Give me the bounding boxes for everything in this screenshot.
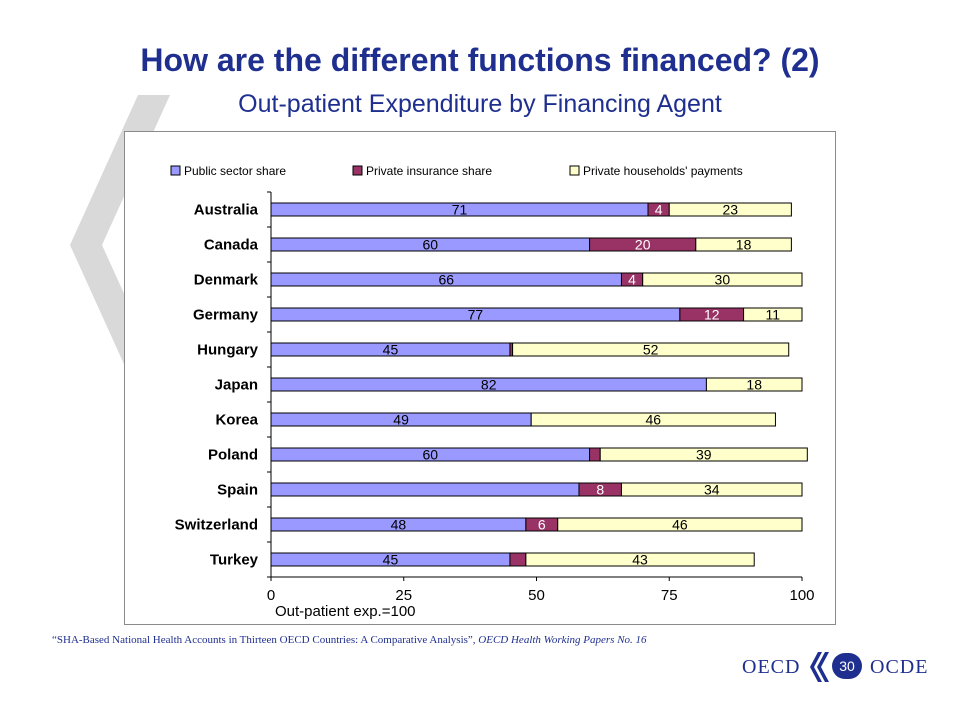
category-label: Hungary (197, 342, 259, 359)
category-label: Switzerland (175, 517, 258, 534)
category-label: Denmark (194, 272, 259, 289)
data-label: 52 (643, 342, 659, 358)
category-label: Korea (215, 412, 258, 429)
source-text: “SHA-Based National Health Accounts in T… (52, 634, 479, 646)
x-axis-label: Out-patient exp.=100 (275, 603, 416, 620)
data-label: 77 (468, 307, 484, 323)
data-label: 6 (538, 517, 546, 533)
bar-segment (705, 377, 803, 392)
bar-segment (512, 342, 790, 357)
data-label: 23 (723, 202, 739, 218)
data-label: 12 (704, 307, 720, 323)
data-label: 60 (423, 447, 439, 463)
legend-swatch (569, 165, 580, 176)
data-label: 18 (746, 377, 762, 393)
data-label: 4 (628, 272, 636, 288)
bar-segment (695, 237, 792, 252)
chart-area: Public sector share Private insurance sha… (124, 131, 836, 625)
x-tick-label: 50 (528, 587, 545, 604)
slide-title: How are the different functions financed… (140, 42, 820, 78)
legend-swatch (352, 165, 363, 176)
data-label: 60 (423, 237, 439, 253)
bar-segment (530, 412, 776, 427)
source-series: OECD Health Working Papers No. 16 (478, 634, 647, 646)
data-label: 4 (655, 202, 663, 218)
category-label: Germany (193, 307, 259, 324)
oecd-chevron-icon (810, 652, 829, 682)
data-label: 43 (632, 552, 648, 568)
data-label: 30 (715, 272, 731, 288)
bar-segment (743, 307, 803, 322)
legend-label: Public sector share (184, 164, 286, 178)
category-label: Poland (208, 447, 258, 464)
legend-swatch (170, 165, 181, 176)
data-label: 48 (391, 517, 407, 533)
bar-segment (557, 517, 803, 532)
data-label: 34 (704, 482, 720, 498)
x-tick-label: 100 (789, 587, 814, 604)
bar-segment (270, 482, 580, 497)
bar-segment (525, 552, 755, 567)
category-label: Canada (204, 237, 259, 254)
stacked-bar-chart: Public sector share Private insurance sha… (170, 164, 815, 620)
bar-segment (589, 447, 601, 462)
data-label: 45 (383, 342, 399, 358)
data-label: 71 (452, 202, 468, 218)
slide-subtitle: Out-patient Expenditure by Financing Age… (238, 90, 722, 118)
x-tick-label: 0 (267, 587, 275, 604)
bar-segment (509, 552, 527, 567)
category-label: Japan (215, 377, 258, 394)
data-label: 49 (393, 412, 409, 428)
oecd-logo-text: OECD (742, 656, 801, 678)
category-label: Spain (217, 482, 258, 499)
bar-segment (599, 447, 808, 462)
data-label: 20 (635, 237, 651, 253)
oecd-logo: OECD OCDE (742, 650, 932, 684)
category-label: Australia (194, 202, 259, 219)
category-label: Turkey (210, 552, 259, 569)
data-label: 46 (646, 412, 662, 428)
data-label: 11 (766, 307, 781, 323)
page-number: 30 (832, 653, 862, 679)
source-citation: “SHA-Based National Health Accounts in T… (52, 634, 647, 646)
legend-label: Private insurance share (366, 164, 492, 178)
x-tick-label: 75 (661, 587, 678, 604)
bar-segment (668, 202, 792, 217)
data-label: 39 (696, 447, 712, 463)
x-tick-label: 25 (395, 587, 412, 604)
oecd-watermark (70, 95, 170, 395)
data-label: 18 (736, 237, 752, 253)
data-label: 8 (596, 482, 604, 498)
bar-segment (642, 272, 803, 287)
data-label: 66 (438, 272, 454, 288)
data-label: 45 (383, 552, 399, 568)
bar-segment (620, 482, 803, 497)
legend-label: Private households' payments (583, 164, 743, 178)
data-label: 46 (672, 517, 688, 533)
data-label: 82 (481, 377, 497, 393)
ocde-logo-text: OCDE (870, 656, 929, 678)
